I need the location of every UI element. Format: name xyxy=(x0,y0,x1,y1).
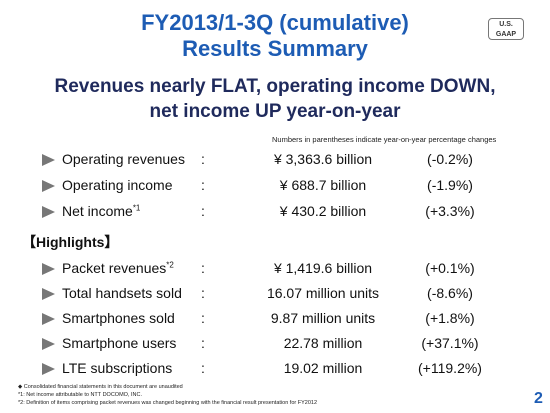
row-label: Operating income xyxy=(62,177,173,193)
change: (+3.3%) xyxy=(425,203,475,219)
superscript: *2 xyxy=(166,260,174,270)
footnote: ◆ Consolidated financial statements in t… xyxy=(18,384,183,390)
change: (-8.6%) xyxy=(427,285,473,301)
separator: : xyxy=(201,260,205,276)
change: (+119.2%) xyxy=(418,360,482,376)
separator: : xyxy=(201,177,205,193)
bullet-arrow xyxy=(42,363,55,375)
bullet-arrow xyxy=(42,180,55,192)
row-label: Packet revenues*2 xyxy=(62,260,174,276)
separator: : xyxy=(201,285,205,301)
superscript: *1 xyxy=(132,203,141,213)
bullet-arrow xyxy=(42,154,55,166)
row-label: Net income*1 xyxy=(62,203,140,219)
row-label: Smartphones sold xyxy=(62,310,175,326)
row-label: Smartphone users xyxy=(62,335,176,351)
bullet-arrow xyxy=(42,263,55,275)
label-text: Total handsets sold xyxy=(62,285,182,301)
subtitle: net income UP year-on-year xyxy=(149,101,401,122)
separator: : xyxy=(201,203,205,219)
value: 9.87 million units xyxy=(270,310,376,326)
separator: : xyxy=(201,310,205,326)
badge-text: U.S. xyxy=(499,21,513,28)
badge: U.S. GAAP xyxy=(488,18,524,40)
row-label: Operating revenues xyxy=(62,151,185,167)
label-text: Operating revenues xyxy=(62,151,185,167)
title: Results Summary xyxy=(182,36,368,61)
bullet-arrow xyxy=(42,313,55,325)
label-text: Operating income xyxy=(62,177,173,193)
page-number: 2 xyxy=(534,390,543,407)
row-label: Total handsets sold xyxy=(62,285,182,301)
label-text: Packet revenues xyxy=(62,260,167,276)
subtitle: Revenues nearly FLAT, operating income D… xyxy=(54,76,496,97)
value: ¥ 1,419.6 billion xyxy=(273,260,373,276)
change: (-0.2%) xyxy=(427,151,473,167)
title: FY2013/1-3Q (cumulative) xyxy=(141,10,409,35)
badge-text: GAAP xyxy=(495,31,517,38)
row-label: LTE subscriptions xyxy=(62,360,172,376)
bullet-arrow xyxy=(42,338,55,350)
label-text: LTE subscriptions xyxy=(62,360,173,376)
section-heading: 【Highlights】 xyxy=(22,234,119,250)
value: ¥ 430.2 billion xyxy=(279,203,367,219)
footnote: *1: Net income attributable to NTT DOCOM… xyxy=(18,392,142,398)
change: (+0.1%) xyxy=(425,260,475,276)
bullet-arrow xyxy=(42,206,55,218)
value: ¥ 3,363.6 billion xyxy=(273,151,373,167)
separator: : xyxy=(201,151,205,167)
note: Numbers in parentheses indicate year-on-… xyxy=(272,135,497,144)
change: (+37.1%) xyxy=(421,335,479,351)
value: 19.02 million xyxy=(283,360,363,376)
separator: : xyxy=(201,360,205,376)
value: 22.78 million xyxy=(283,335,363,351)
label-text: Smartphone users xyxy=(62,335,177,351)
change: (+1.8%) xyxy=(425,310,475,326)
change: (-1.9%) xyxy=(427,177,473,193)
bullet-arrow xyxy=(42,288,55,300)
separator: : xyxy=(201,335,205,351)
value: ¥ 688.7 billion xyxy=(279,177,367,193)
footnote: *2: Definition of items comprising packe… xyxy=(18,400,318,406)
value: 16.07 million units xyxy=(266,285,380,301)
label-text: Net income xyxy=(62,203,133,219)
label-text: Smartphones sold xyxy=(62,310,175,326)
